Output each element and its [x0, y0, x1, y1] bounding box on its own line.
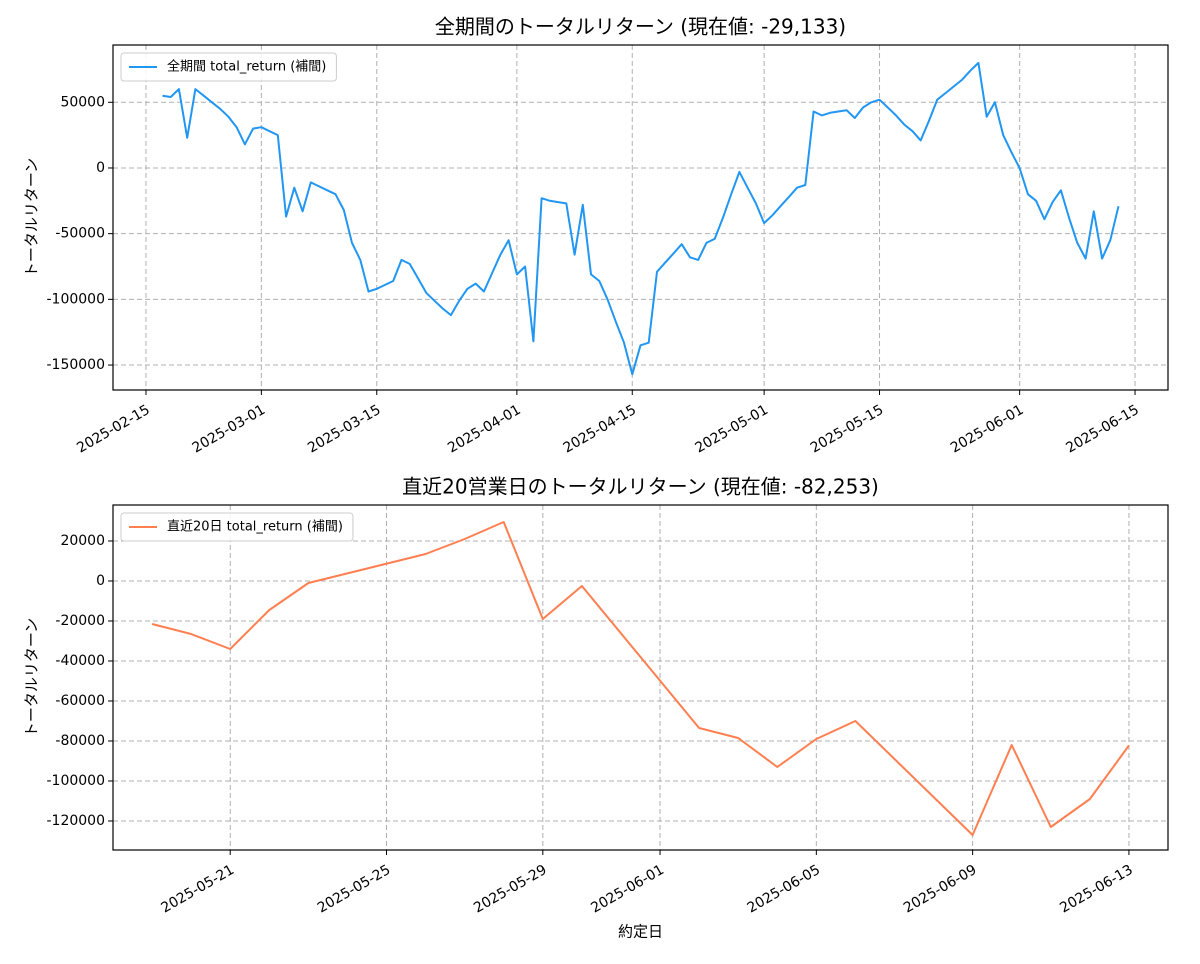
x-axis-label: 約定日 — [618, 923, 663, 941]
plot-frame — [112, 504, 1169, 851]
y-tick-label: -100000 — [47, 291, 106, 307]
legend: 全期間 total_return (補間) — [120, 52, 337, 82]
legend-label: 全期間 total_return (補間) — [167, 59, 326, 75]
x-tick-label: 2025-06-13 — [1057, 862, 1135, 917]
x-tick-label: 2025-02-15 — [74, 402, 152, 457]
legend-box — [120, 52, 337, 82]
x-tick-label: 2025-06-09 — [901, 862, 979, 917]
x-tick-label: 2025-06-01 — [948, 402, 1026, 457]
x-tick-label: 2025-06-15 — [1063, 402, 1141, 457]
y-tick-label: -100000 — [47, 773, 106, 789]
x-tick-label: 2025-05-15 — [808, 402, 886, 457]
x-tick-label: 2025-05-25 — [315, 862, 393, 917]
x-tick-label: 2025-04-15 — [561, 402, 639, 457]
y-tick-label: 50000 — [60, 94, 105, 110]
x-tick-label: 2025-06-05 — [745, 862, 823, 917]
x-tick-label: 2025-03-15 — [305, 402, 383, 457]
x-tick-label: 2025-04-01 — [445, 402, 523, 457]
x-tick-label: 2025-06-01 — [588, 862, 666, 917]
y-tick-label: -20000 — [55, 613, 105, 629]
y-tick-label: 20000 — [60, 533, 105, 549]
y-tick-label: 0 — [96, 573, 105, 589]
y-axis-label: トータルリターン — [23, 618, 41, 737]
y-tick-label: -50000 — [55, 226, 105, 242]
x-tick-label: 2025-05-29 — [471, 862, 549, 917]
data-line — [151, 521, 1130, 836]
x-tick-label: 2025-03-01 — [190, 402, 268, 457]
y-tick-label: -60000 — [55, 693, 105, 709]
y-tick-label: -150000 — [47, 357, 106, 373]
legend-label: 直近20日 total_return (補間) — [167, 520, 343, 535]
chart-title: 全期間のトータルリターン (現在値: -29,133) — [435, 15, 846, 39]
y-tick-label: -40000 — [55, 653, 105, 669]
data-line — [162, 61, 1120, 376]
x-tick-label: 2025-05-01 — [692, 402, 770, 457]
y-tick-label: 0 — [96, 160, 105, 176]
y-tick-label: -120000 — [47, 813, 106, 829]
legend: 直近20日 total_return (補間) — [120, 512, 354, 542]
chart-title: 直近20営業日のトータルリターン (現在値: -82,253) — [402, 475, 879, 499]
legend-box — [120, 512, 354, 542]
y-axis-label: トータルリターン — [23, 158, 41, 277]
y-tick-label: -80000 — [55, 733, 105, 749]
x-tick-label: 2025-05-21 — [159, 862, 237, 917]
plot-frame — [112, 44, 1169, 391]
